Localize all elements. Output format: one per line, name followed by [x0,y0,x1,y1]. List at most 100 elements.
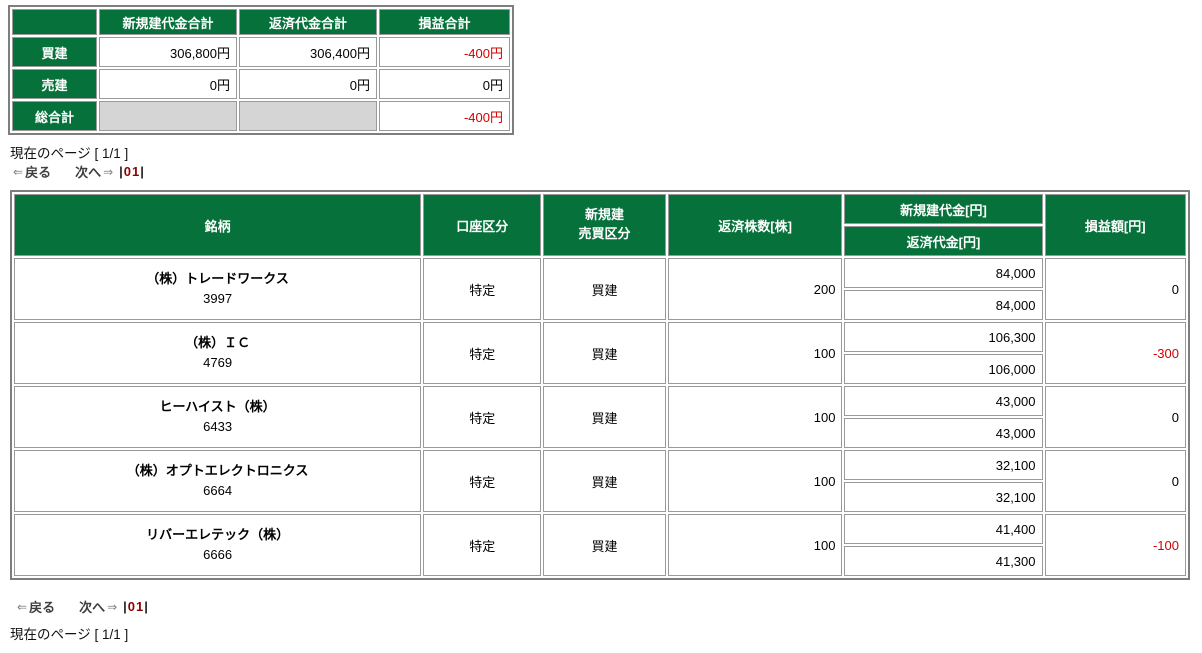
summary-header-open-total: 新規建代金合計 [99,9,237,35]
summary-row-label: 総合計 [12,101,97,131]
stock-code: 4769 [203,355,233,370]
col-header-side: 新規建 売買区分 [543,194,666,256]
open-amount: 32,100 [844,450,1043,480]
summary-value: 0円 [379,69,510,99]
position-row: （株）トレードワークス 3997 特定 買建 200 84,000 0 [14,258,1186,320]
pager-top: ⇐ 戻る 次へ ⇒ |01| [13,162,145,181]
open-amount: 84,000 [844,258,1043,288]
stock-name: リバーエレテック（株） [146,526,290,542]
stock-cell: （株）トレードワークス 3997 [14,258,422,320]
next-arrow-icon: ⇒ [103,164,114,179]
summary-value: 0円 [99,69,237,99]
col-header-stock: 銘柄 [14,194,422,256]
next-arrow-icon: ⇒ [107,599,118,614]
pl-amount: 0 [1044,450,1186,512]
page-number-group: |01| [119,164,145,179]
account-type: 特定 [423,322,542,384]
positions-table: 銘柄 口座区分 新規建 売買区分 返済株数[株] 新規建代金[円] 損益額[円]… [10,190,1190,580]
trade-side: 買建 [543,386,666,448]
pl-amount: -300 [1044,322,1186,384]
summary-value: -400円 [379,37,510,67]
pl-amount: -100 [1044,514,1186,576]
account-type: 特定 [423,450,542,512]
close-amount: 106,000 [844,354,1043,384]
current-page-label-top: 現在のページ [ 1/1 ] [10,146,129,161]
stock-cell: （株）オプトエレクトロニクス 6664 [14,450,422,512]
next-link[interactable]: 次へ ⇒ [75,162,113,181]
summary-row-short: 売建 0円 0円 0円 [12,69,510,99]
repay-qty: 200 [667,258,843,320]
summary-header-close-total: 返済代金合計 [239,9,377,35]
open-amount: 43,000 [844,386,1043,416]
summary-value: 306,800円 [99,37,237,67]
next-link[interactable]: 次へ ⇒ [79,597,117,616]
pl-amount: 0 [1044,386,1186,448]
stock-cell: ヒーハイスト（株） 6433 [14,386,422,448]
col-header-account: 口座区分 [423,194,542,256]
trade-side: 買建 [543,322,666,384]
summary-value: 306,400円 [239,37,377,67]
summary-row-label: 買建 [12,37,97,67]
summary-row-label: 売建 [12,69,97,99]
stock-code: 6666 [203,547,233,562]
summary-row-long: 買建 306,800円 306,400円 -400円 [12,37,510,67]
next-link-label: 次へ [75,165,102,180]
back-link-label: 戻る [25,165,52,180]
pipe: | [119,164,124,179]
position-row: （株）ＩＣ 4769 特定 買建 100 106,300 -300 [14,322,1186,384]
col-header-close-amount: 返済代金[円] [844,226,1043,256]
open-amount: 106,300 [844,322,1043,352]
summary-value: 0円 [239,69,377,99]
page-number-link[interactable]: 01 [127,599,145,614]
stock-name: （株）ＩＣ [185,334,251,350]
account-type: 特定 [423,258,542,320]
pipe: | [144,599,149,614]
summary-empty-cell [99,101,237,131]
page-number-link[interactable]: 01 [123,164,141,179]
repay-qty: 100 [667,386,843,448]
position-row-sub: 84,000 [14,290,1186,320]
position-row: （株）オプトエレクトロニクス 6664 特定 買建 100 32,100 0 [14,450,1186,512]
page-number-group: |01| [123,599,149,614]
position-row-sub: 41,300 [14,546,1186,576]
stock-code: 3997 [203,291,233,306]
stock-name: ヒーハイスト（株） [159,398,276,414]
back-arrow-icon: ⇐ [13,164,24,179]
stock-code: 6433 [203,419,233,434]
pipe: | [140,164,145,179]
stock-cell: （株）ＩＣ 4769 [14,322,422,384]
col-header-open-amount: 新規建代金[円] [844,194,1043,224]
stock-cell: リバーエレテック（株） 6666 [14,514,422,576]
trade-side: 買建 [543,450,666,512]
summary-header-pl-total: 損益合計 [379,9,510,35]
repay-qty: 100 [667,322,843,384]
position-row: ヒーハイスト（株） 6433 特定 買建 100 43,000 0 [14,386,1186,448]
close-amount: 32,100 [844,482,1043,512]
repay-qty: 100 [667,450,843,512]
position-row-sub: 43,000 [14,418,1186,448]
stock-code: 6664 [203,483,233,498]
open-amount: 41,400 [844,514,1043,544]
close-amount: 43,000 [844,418,1043,448]
position-row: リバーエレテック（株） 6666 特定 買建 100 41,400 -100 [14,514,1186,576]
trade-side: 買建 [543,514,666,576]
close-amount: 41,300 [844,546,1043,576]
current-page-label-bottom: 現在のページ [ 1/1 ] [10,627,129,642]
account-type: 特定 [423,514,542,576]
trade-side: 買建 [543,258,666,320]
summary-empty-cell [239,101,377,131]
back-link-label: 戻る [29,600,56,615]
position-row-sub: 32,100 [14,482,1186,512]
back-link[interactable]: ⇐ 戻る [13,162,51,181]
col-header-pl: 損益額[円] [1044,194,1186,256]
stock-name: （株）オプトエレクトロニクス [126,462,309,478]
summary-corner-cell [12,9,97,35]
pipe: | [123,599,128,614]
back-arrow-icon: ⇐ [17,599,28,614]
next-link-label: 次へ [79,600,106,615]
pl-amount: 0 [1044,258,1186,320]
back-link[interactable]: ⇐ 戻る [17,597,55,616]
stock-name: （株）トレードワークス [146,270,289,286]
col-header-qty: 返済株数[株] [667,194,843,256]
summary-value: -400円 [379,101,510,131]
